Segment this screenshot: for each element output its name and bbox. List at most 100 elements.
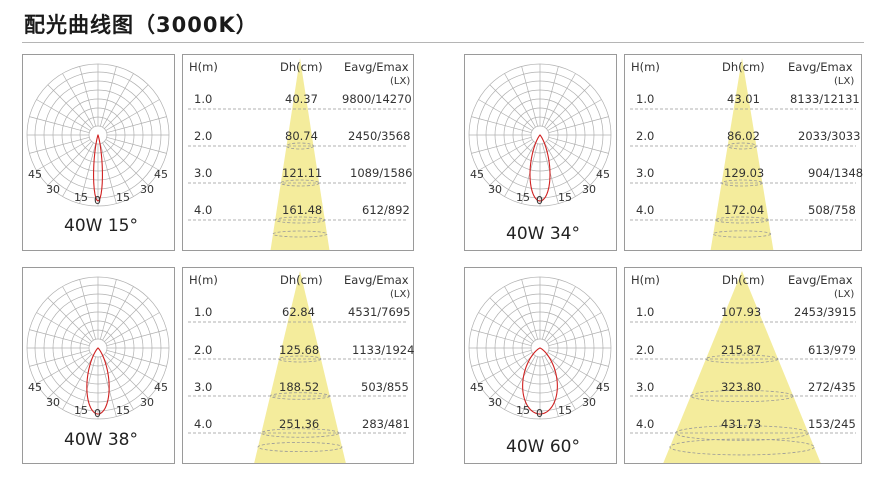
- row-h: 1.0: [636, 92, 655, 106]
- beam-ellipse: [286, 142, 314, 150]
- beam-ellipse: [260, 428, 340, 438]
- polar-grid-spoke: [102, 355, 134, 410]
- angle-label-left-30: 30: [46, 183, 60, 196]
- row-h: 4.0: [194, 417, 213, 431]
- angle-label-right-45: 45: [596, 168, 610, 181]
- polar-grid-spoke: [541, 356, 559, 417]
- polar-grid-spoke: [29, 136, 90, 154]
- col-header-h: H(m): [631, 60, 660, 74]
- angle-label-right-15: 15: [116, 191, 130, 204]
- angle-label-left-45: 45: [470, 168, 484, 181]
- polar-grid-spoke: [106, 349, 167, 367]
- polar-grid-spoke: [547, 99, 602, 131]
- beam-ellipse: [712, 230, 772, 238]
- row-dh: 188.52: [279, 380, 320, 394]
- polar-grid-spoke: [489, 141, 534, 186]
- polar-grid-spoke: [36, 312, 91, 344]
- polar-grid-spoke: [102, 73, 134, 128]
- angle-label-0: 0: [94, 194, 101, 207]
- polar-grid-spoke: [62, 73, 94, 128]
- intensity-curve: [522, 347, 558, 415]
- row-h: 2.0: [636, 343, 655, 357]
- row-h: 1.0: [194, 305, 213, 319]
- polar-grid-spoke: [104, 354, 149, 399]
- polar-grid-spoke: [521, 279, 539, 340]
- title-divider: [22, 42, 864, 43]
- polar-grid-spoke: [548, 116, 609, 134]
- row-eavg: 613/979: [808, 343, 856, 357]
- polar-grid-spoke: [105, 139, 160, 171]
- col-header-eavg: Eavg/Emax: [344, 60, 409, 74]
- polar-panel-40w-15: [22, 54, 175, 251]
- beam-ellipse: [257, 441, 343, 453]
- row-h: 1.0: [194, 92, 213, 106]
- polar-grid-spoke: [104, 297, 149, 342]
- polar-grid-spoke: [544, 142, 576, 197]
- row-dh: 251.36: [279, 417, 320, 431]
- beam-ellipse: [669, 438, 815, 456]
- col-header-unit: (LX): [390, 289, 411, 300]
- polar-grid-spoke: [541, 66, 559, 127]
- polar-grid-spoke: [99, 279, 117, 340]
- polar-panel-40w-60: [464, 267, 617, 464]
- polar-grid-spoke: [478, 312, 533, 344]
- polar-grid-spoke: [489, 84, 534, 129]
- beam-ellipse: [274, 216, 326, 224]
- polar-grid-spoke: [504, 355, 536, 410]
- polar-grid-spoke: [105, 312, 160, 344]
- polar-grid-spoke: [546, 297, 591, 342]
- polar-grid-spoke: [106, 329, 167, 347]
- polar-grid-spoke: [478, 99, 533, 131]
- polar-label-40w-60: 40W 60°: [506, 437, 580, 457]
- angle-label-right-45: 45: [596, 381, 610, 394]
- row-dh: 431.73: [721, 417, 762, 431]
- polar-grid-spoke: [541, 279, 559, 340]
- polar-grid-spoke: [478, 139, 533, 171]
- intensity-curve: [93, 134, 103, 202]
- row-dh: 129.03: [724, 166, 765, 180]
- row-eavg: 283/481: [362, 417, 410, 431]
- polar-grid-spoke: [105, 99, 160, 131]
- col-header-eavg: Eavg/Emax: [788, 60, 853, 74]
- light-cone: [663, 271, 821, 463]
- polar-grid-spoke: [104, 141, 149, 186]
- col-header-dh: Dh(cm): [722, 60, 765, 74]
- col-header-dh: Dh(cm): [280, 273, 323, 287]
- polar-grid-spoke: [104, 84, 149, 129]
- angle-label-right-15: 15: [116, 404, 130, 417]
- angle-label-right-30: 30: [140, 183, 154, 196]
- polar-grid-spoke: [99, 66, 117, 127]
- polar-grid-spoke: [471, 329, 532, 347]
- polar-grid-spoke: [79, 143, 97, 204]
- angle-label-left-30: 30: [488, 396, 502, 409]
- row-dh: 121.11: [282, 166, 323, 180]
- angle-label-left-30: 30: [488, 183, 502, 196]
- polar-grid-spoke: [471, 349, 532, 367]
- col-header-dh: Dh(cm): [722, 273, 765, 287]
- row-eavg: 1133/1924: [352, 343, 415, 357]
- polar-grid-spoke: [29, 116, 90, 134]
- polar-label-40w-34: 40W 34°: [506, 224, 580, 244]
- row-dh: 86.02: [727, 129, 760, 143]
- light-cone: [270, 58, 330, 250]
- polar-grid-spoke: [79, 66, 97, 127]
- row-h: 3.0: [194, 380, 213, 394]
- row-eavg: 1089/1586: [350, 166, 413, 180]
- polar-grid-spoke: [489, 297, 534, 342]
- beam-ellipse: [715, 216, 769, 224]
- angle-label-left-15: 15: [74, 404, 88, 417]
- polar-label-40w-15: 40W 15°: [64, 216, 138, 236]
- row-eavg: 272/435: [808, 380, 856, 394]
- row-eavg: 904/1348: [808, 166, 864, 180]
- polar-grid-spoke: [521, 66, 539, 127]
- polar-grid-spoke: [29, 329, 90, 347]
- col-header-unit: (LX): [834, 76, 855, 87]
- row-eavg: 9800/14270: [342, 92, 412, 106]
- angle-label-right-15: 15: [558, 191, 572, 204]
- polar-grid-spoke: [547, 139, 602, 171]
- polar-grid-spoke: [36, 352, 91, 384]
- intensity-curve: [529, 134, 551, 202]
- row-h: 1.0: [636, 305, 655, 319]
- polar-grid-spoke: [79, 279, 97, 340]
- polar-grid-spoke: [47, 354, 92, 399]
